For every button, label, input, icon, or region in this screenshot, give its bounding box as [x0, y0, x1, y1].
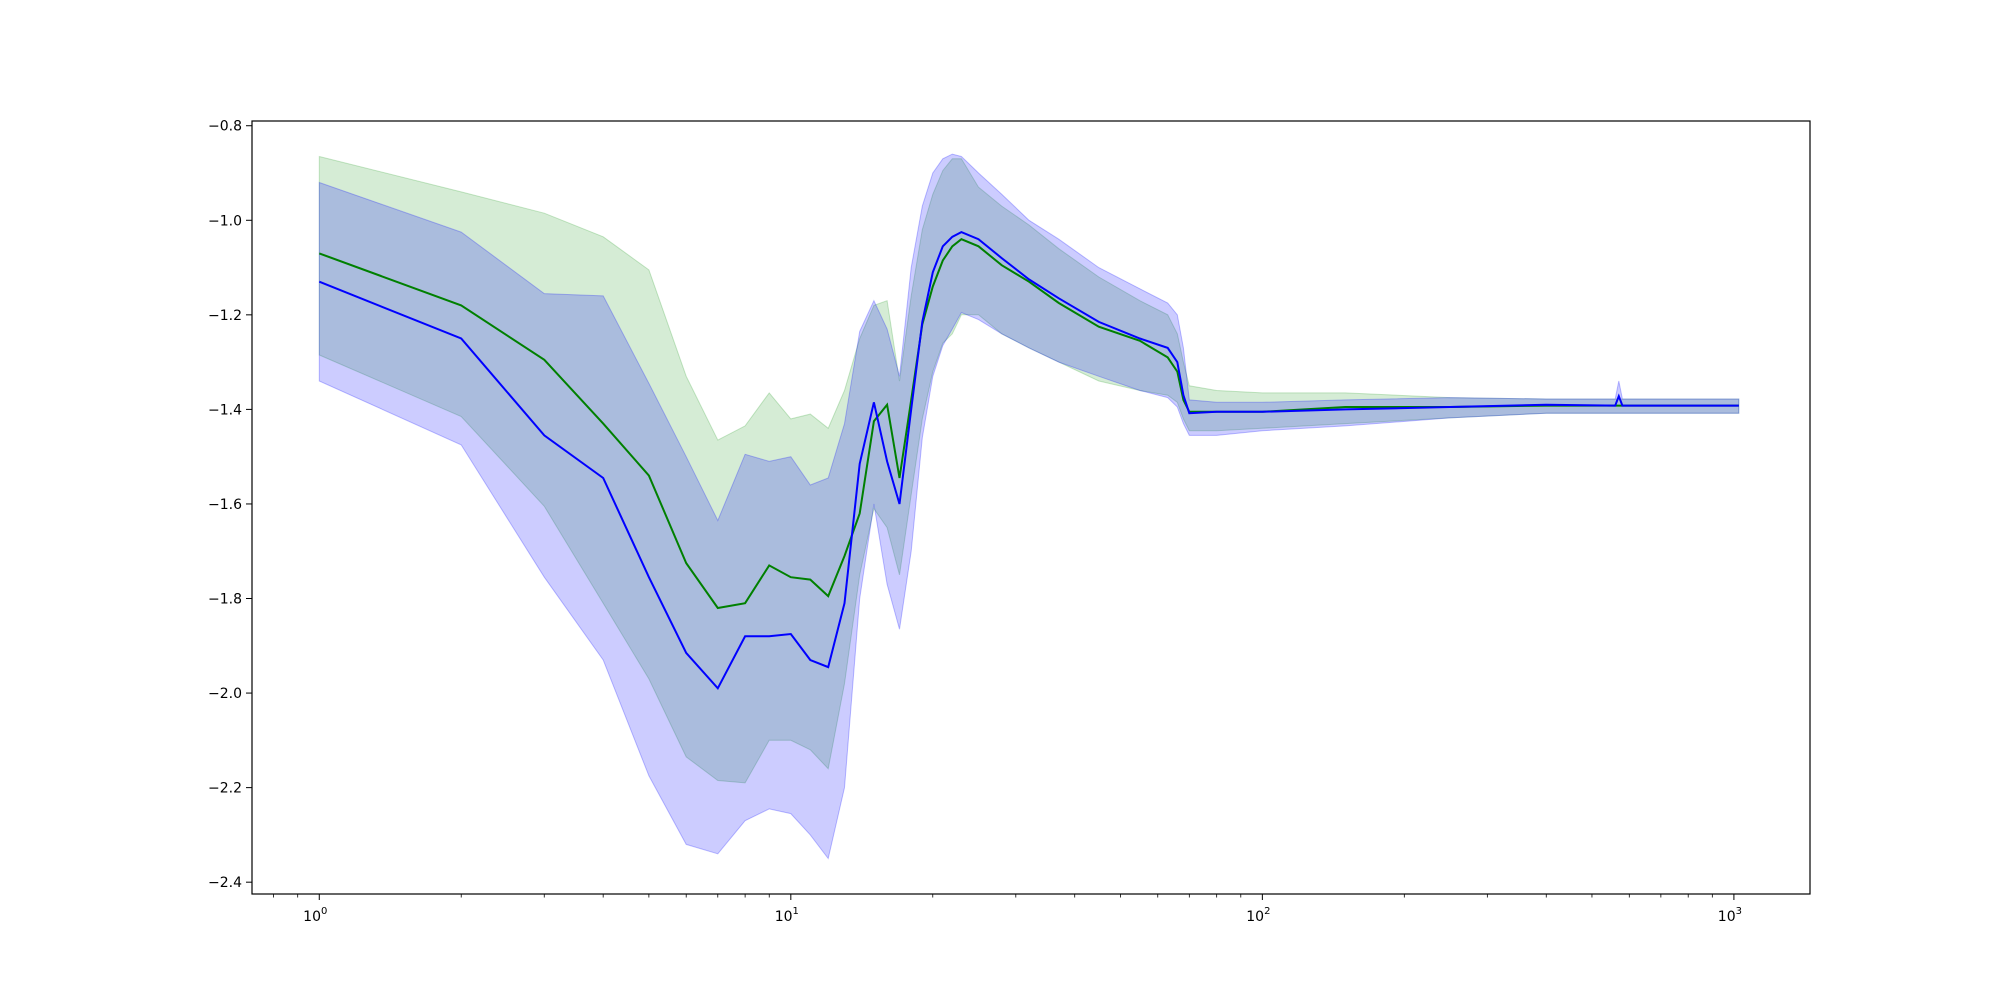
y-axis: −0.8 −1.0 −1.2 −1.4 −1.6 −1.8 −2.0 −2.2 −2.4: [208, 119, 252, 891]
y-tick-label: −2.0: [208, 686, 242, 702]
x-tick-label: 102: [1246, 906, 1270, 925]
series-2-line: [318, 230, 1739, 691]
y-tick-label: −0.8: [208, 119, 242, 135]
x-tick-label: 103: [1718, 906, 1742, 925]
y-tick-label: −2.4: [208, 875, 242, 891]
y-tick-label: −1.4: [208, 402, 242, 418]
plot-frame: [251, 120, 1811, 895]
y-tick-label: −1.8: [208, 592, 242, 608]
mean-lines: [318, 230, 1739, 691]
x-tick-label: 101: [775, 906, 799, 925]
y-tick-label: −2.2: [208, 781, 242, 797]
y-tick-label: −1.0: [208, 213, 242, 229]
y-tick-label: −1.6: [208, 497, 242, 513]
x-tick-label: 100: [303, 906, 327, 925]
series-2-band: [318, 153, 1740, 860]
y-tick-label: −1.2: [208, 308, 242, 324]
